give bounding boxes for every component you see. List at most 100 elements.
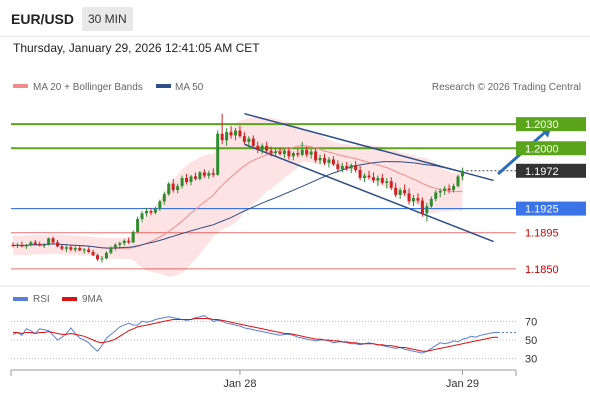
candle-body	[216, 133, 220, 175]
candle-body	[287, 150, 291, 157]
ma20-legend-label: MA 20 + Bollinger Bands	[33, 82, 143, 93]
candle-body	[358, 169, 362, 179]
candle-body	[127, 240, 131, 243]
datetime-label: Thursday, January 29, 2026 12:41:05 AM C…	[13, 41, 260, 55]
candle-body	[438, 190, 442, 193]
candle-body	[145, 211, 148, 214]
candle-body	[394, 187, 398, 195]
support-label: 1.1895	[525, 228, 559, 240]
candle-body	[447, 188, 451, 191]
bollinger-bands	[13, 116, 463, 277]
level-labels: 1.2030 1.2000 1.1972 1.1925 1.1895 1.1850	[516, 117, 586, 276]
candle-body	[349, 165, 353, 169]
x-tick-label: Jan 28	[223, 378, 256, 390]
candle-body	[398, 190, 402, 195]
current-price-tag	[516, 163, 586, 178]
candle-body	[73, 248, 77, 250]
candle-body	[314, 151, 318, 161]
candle-body	[389, 181, 393, 188]
timeframe-badge[interactable]: 30 MIN	[82, 7, 133, 31]
current-price-label: 1.1972	[525, 166, 559, 178]
candle-body	[309, 151, 313, 155]
candle-body	[229, 132, 233, 136]
copyright-label: Research © 2026 Trading Central	[432, 82, 581, 93]
candle-body	[269, 150, 273, 154]
candle-body	[167, 183, 171, 195]
candle-body	[202, 172, 206, 176]
candle-body	[300, 149, 304, 155]
resistance-label: 1.2030	[525, 119, 559, 131]
pivot-label: 1.1925	[525, 204, 559, 216]
candle-body	[162, 194, 166, 202]
candle-body	[225, 132, 229, 141]
trend-channel	[244, 112, 494, 243]
channel-upper-line	[244, 112, 494, 182]
rsi-pane: 70 50 30	[11, 315, 537, 366]
candle-body	[211, 173, 215, 175]
candle-body	[56, 242, 59, 247]
pivot-tag	[516, 201, 586, 216]
candle-body	[60, 246, 64, 249]
candle-body	[434, 192, 438, 199]
candle-body	[91, 252, 95, 256]
candle-body	[96, 255, 100, 260]
rsi-legend-swatch	[13, 297, 28, 301]
candle-body	[420, 200, 424, 214]
candle-body	[323, 157, 326, 163]
candle-body	[193, 176, 197, 179]
candle-body	[118, 243, 122, 245]
rsi-legend-label: RSI	[33, 294, 50, 305]
x-axis: Jan 28 Jan 29	[223, 370, 479, 390]
candle-body	[305, 149, 309, 155]
candle-body	[87, 249, 91, 253]
candle-body	[380, 178, 384, 183]
candle-body	[247, 138, 251, 142]
candle-body	[207, 173, 211, 176]
candle-body	[24, 244, 28, 247]
candle-body	[256, 145, 260, 150]
candle-body	[278, 151, 282, 154]
resistance-label: 1.2000	[525, 143, 559, 155]
candle-body	[460, 170, 464, 177]
resistance-tag	[516, 117, 586, 132]
candle-body	[104, 252, 108, 259]
candle-body	[456, 176, 460, 187]
candle-body	[363, 175, 367, 179]
candle-body	[282, 150, 286, 154]
candle-body	[82, 249, 86, 251]
candle-body	[20, 244, 24, 247]
candle-body	[238, 130, 242, 137]
candle-body	[185, 178, 189, 183]
candle-body	[291, 153, 295, 157]
candle-body	[371, 177, 375, 181]
candle-body	[367, 175, 371, 178]
candle-body	[176, 186, 180, 191]
x-tick-label: Jan 29	[446, 378, 479, 390]
candle-body	[180, 178, 184, 187]
candle-body	[296, 153, 300, 155]
candle-body	[153, 208, 157, 213]
candle-body	[416, 198, 420, 201]
candle-body	[318, 157, 322, 161]
candle-body	[265, 145, 269, 151]
candle-body	[136, 219, 140, 232]
instrument-title: EUR/USD	[11, 11, 75, 27]
candle-body	[171, 183, 175, 191]
candle-body	[425, 206, 429, 214]
candle-body	[29, 242, 33, 245]
candle-body	[113, 244, 117, 248]
ma20-legend-swatch	[13, 84, 28, 88]
candle-body	[376, 178, 380, 181]
candle-body	[452, 186, 456, 191]
candle-body	[327, 159, 331, 163]
candle-body	[149, 211, 153, 213]
candle-body	[251, 138, 255, 146]
rsi-tick-label: 50	[525, 335, 537, 347]
moving-averages	[12, 144, 463, 249]
candle-body	[336, 164, 340, 170]
candle-body	[78, 248, 82, 251]
candle-body	[407, 193, 411, 202]
candle-body	[234, 130, 237, 136]
candle-body	[189, 176, 193, 183]
